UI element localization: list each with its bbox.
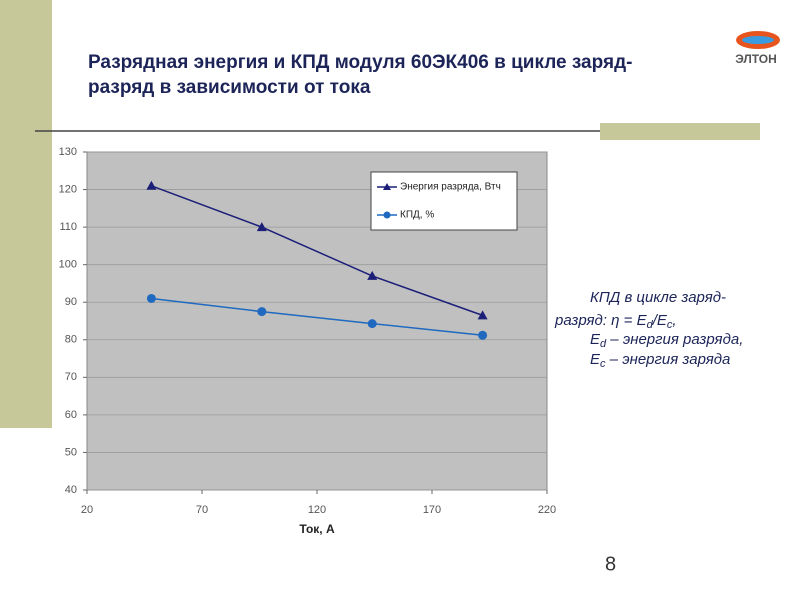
x-tick-label: 220 — [538, 504, 556, 516]
divider-block — [600, 123, 760, 140]
y-tick-label: 100 — [59, 259, 77, 271]
annotation: КПД в цикле заряд- разряд: η = Ed/Ec, Ed… — [554, 289, 748, 370]
y-tick-label: 120 — [59, 183, 77, 195]
y-tick-label: 50 — [65, 446, 77, 458]
y-tick-label: 80 — [65, 334, 77, 346]
marker — [367, 270, 378, 280]
legend-label: КПД, % — [400, 210, 434, 221]
annotation-sub: c — [600, 358, 606, 370]
annotation-sub: c — [667, 319, 673, 331]
annotation-text: КПД в цикле заряд- — [590, 289, 726, 306]
marker — [146, 293, 156, 303]
y-tick-label: 110 — [59, 221, 77, 233]
annotation-text: разряд: η = E — [554, 312, 648, 329]
y-tick-label: 60 — [65, 409, 77, 421]
x-axis-label: Ток, А — [299, 522, 335, 536]
slide-title: Разрядная энергия и КПД модуля 60ЭК406 в… — [88, 52, 633, 98]
page-number: 8 — [605, 553, 616, 575]
legend — [370, 171, 518, 231]
series-line — [151, 185, 483, 317]
annotation-text: E — [590, 351, 601, 368]
side-bar — [0, 0, 52, 428]
x-tick-label: 70 — [196, 504, 208, 516]
x-tick-label: 170 — [423, 504, 441, 516]
marker — [256, 222, 267, 232]
marker — [478, 330, 488, 340]
y-tick-label: 90 — [65, 296, 77, 308]
logo: ЭЛТОН — [735, 31, 780, 66]
y-tick-label: 70 — [65, 371, 77, 383]
marker — [367, 319, 377, 329]
annotation-text: – энергия заряда — [606, 351, 731, 368]
legend-label: Энергия разряда, Втч — [400, 182, 501, 193]
annotation-text: E — [590, 331, 601, 348]
logo-mark — [742, 36, 774, 44]
marker — [257, 307, 267, 317]
x-tick-label: 120 — [308, 504, 326, 516]
marker — [477, 310, 488, 320]
legend-marker — [383, 183, 391, 190]
annotation-text: – энергия разряда, — [606, 331, 743, 348]
marker — [146, 180, 157, 190]
series-line — [151, 297, 483, 337]
legend-marker — [383, 211, 391, 219]
annotation-text: /E — [652, 312, 668, 329]
logo-text: ЭЛТОН — [735, 52, 777, 66]
annotation-sub: d — [647, 319, 654, 331]
annotation-text: , — [672, 312, 676, 329]
x-tick-label: 20 — [81, 504, 93, 516]
y-tick-label: 40 — [65, 484, 77, 496]
y-tick-label: 130 — [59, 146, 77, 158]
annotation-sub: d — [600, 338, 607, 350]
